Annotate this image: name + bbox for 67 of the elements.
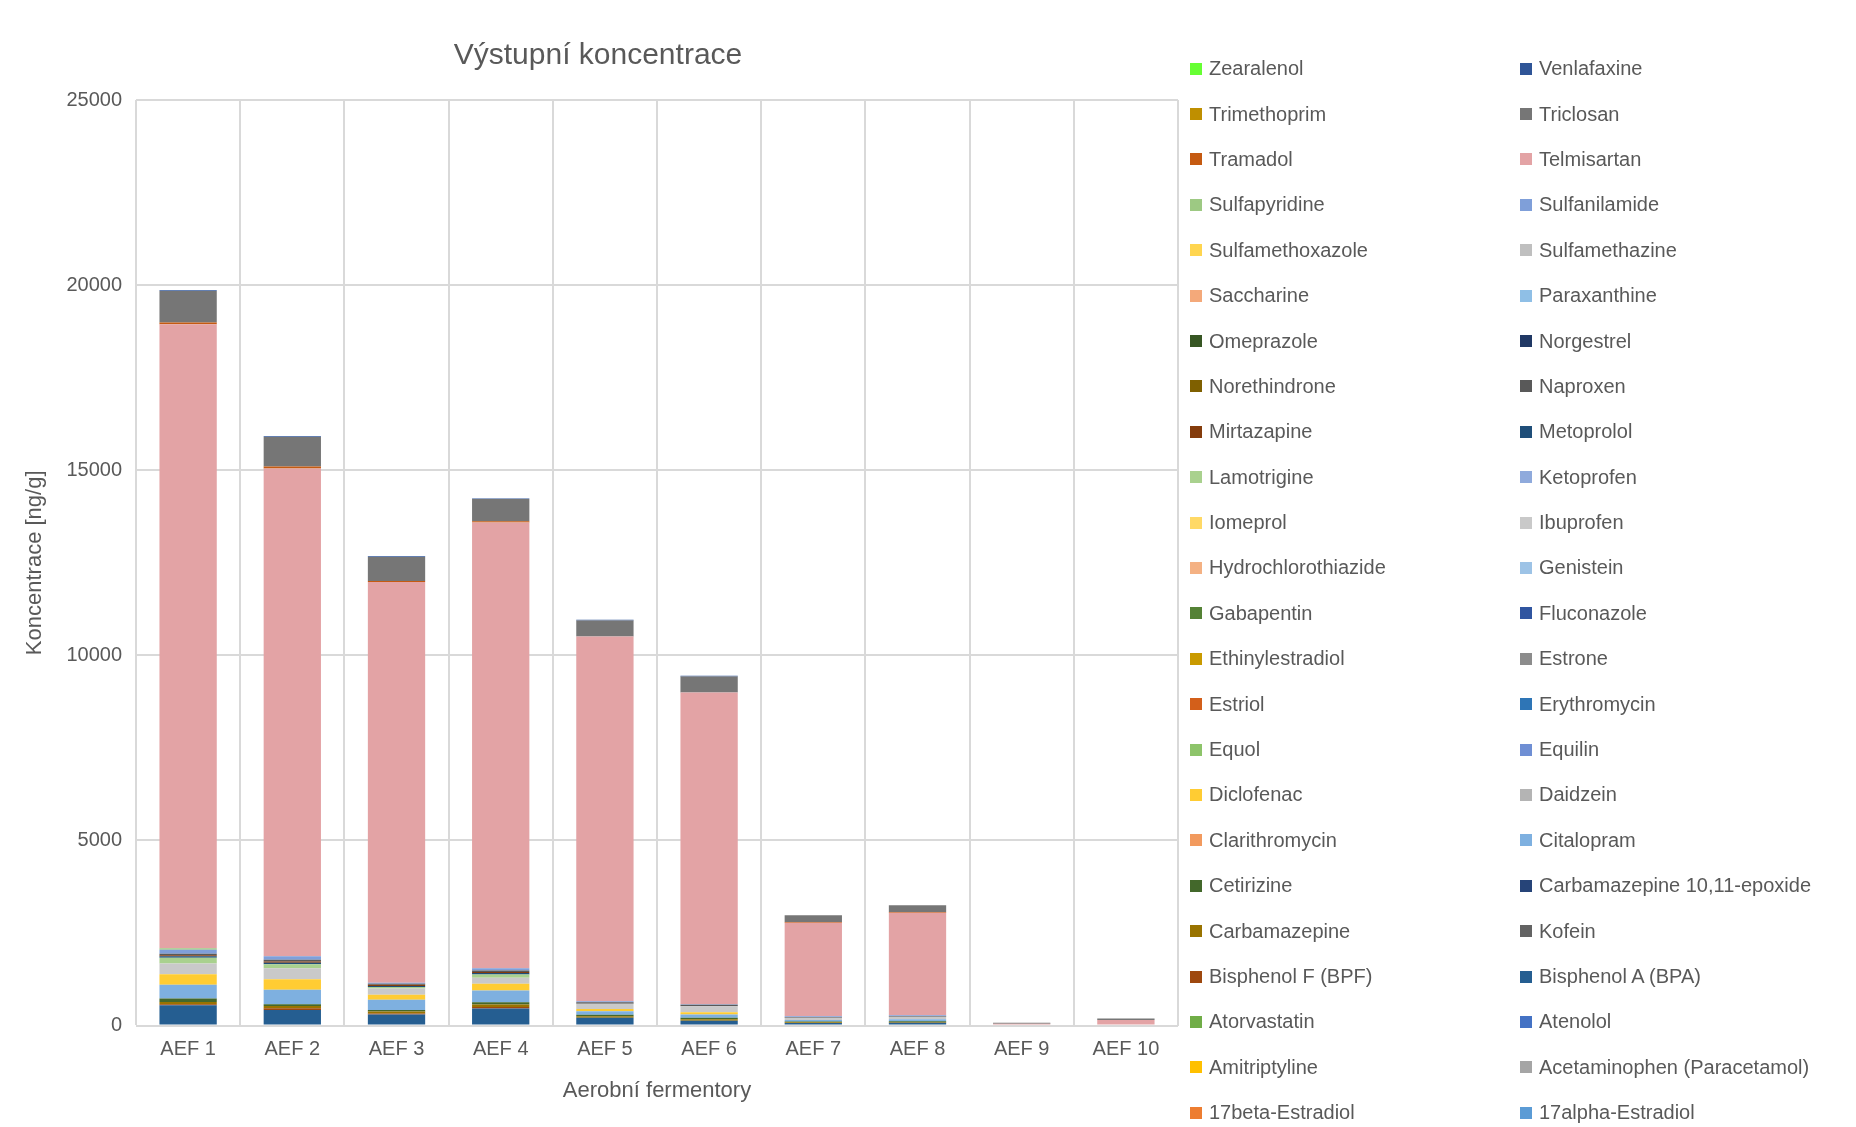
legend-label: 17alpha-Estradiol [1539,1101,1695,1125]
y-tick-label: 15000 [66,457,123,480]
legend-label: Ketoprofen [1539,465,1637,489]
y-tick-label: 20000 [66,272,123,295]
legend-label: Atorvastatin [1209,1010,1315,1034]
legend-label: Erythromycin [1539,692,1656,716]
legend-label: Diclofenac [1209,783,1303,807]
legend-label: Zearalenol [1209,57,1304,81]
legend-label: Genistein [1539,556,1624,580]
legend-label: 17beta-Estradiol [1209,1101,1355,1125]
legend-label: Paraxanthine [1539,284,1657,308]
legend-label: Fluconazole [1539,601,1647,625]
chart-title: Výstupní koncentrace [453,37,743,71]
y-axis-title: Koncentrace [ng/g] [21,470,47,656]
legend-label: Iomeprol [1209,511,1287,535]
legend-label: Bisphenol A (BPA) [1539,965,1701,988]
legend-label: Sulfamethazine [1539,238,1677,262]
legend-label: Estriol [1209,692,1265,716]
legend-label: Acetaminophen (Paracetamol) [1539,1055,1810,1079]
legend-label: Gabapentin [1209,601,1313,625]
y-tick-label: 25000 [66,87,123,110]
legend-label: Sulfanilamide [1539,193,1660,217]
y-tick-label: 0 [110,1013,123,1036]
legend-label: Naproxen [1539,374,1626,398]
x-tick-label: AEF 1 [160,1037,216,1060]
legend-label: Daidzein [1539,783,1617,807]
legend-label: Triclosan [1539,102,1620,126]
legend-label: Mirtazapine [1209,420,1313,444]
legend-label: Lamotrigine [1209,465,1314,489]
legend-label: Sulfamethoxazole [1209,238,1368,262]
legend-label: Norgestrel [1539,329,1632,353]
x-tick-label: AEF 5 [577,1037,633,1060]
legend-label: Clarithromycin [1209,828,1337,852]
legend-label: Kofein [1539,919,1596,943]
legend-label: Estrone [1539,647,1608,671]
x-tick-label: AEF 4 [472,1037,529,1060]
x-axis-title: Aerobní fermentory [562,1076,752,1102]
x-tick-label: AEF 8 [889,1037,946,1060]
x-tick-label: AEF 6 [681,1037,737,1060]
legend-label: Cetirizine [1209,874,1293,898]
legend-label: Sulfapyridine [1209,193,1325,217]
y-tick-label: 5000 [77,828,123,850]
legend-label: Tramadol [1209,147,1293,171]
legend-label: Ethinylestradiol [1209,647,1345,671]
legend-label: Atenolol [1539,1010,1612,1034]
legend-label: Hydrochlorothiazide [1209,556,1386,580]
legend-label: Omeprazole [1209,329,1318,353]
x-tick-label: AEF 7 [785,1037,842,1060]
x-tick-label: AEF 3 [368,1037,425,1060]
x-tick-label: AEF 9 [993,1037,1050,1060]
legend-label: Trimethoprim [1209,102,1327,126]
legend-label: Telmisartan [1539,147,1642,171]
legend-label: Ibuprofen [1539,511,1624,535]
x-tick-label: AEF 2 [264,1037,321,1060]
legend-label: Carbamazepine 10,11-epoxide [1539,874,1812,898]
legend-label: Norethindrone [1209,374,1336,398]
legend-label: Saccharine [1209,284,1310,308]
legend-label: Carbamazepine [1209,919,1351,943]
x-tick-label: AEF 10 [1092,1037,1160,1060]
legend-label: Amitriptyline [1209,1055,1318,1079]
y-tick-label: 10000 [66,642,123,665]
legend-label: Citalopram [1539,828,1636,852]
legend-label: Equilin [1539,738,1600,762]
legend-label: Bisphenol F (BPF) [1209,965,1373,988]
legend-label: Equol [1209,738,1261,762]
legend-label: Venlafaxine [1539,57,1643,81]
legend-label: Metoprolol [1539,420,1633,444]
